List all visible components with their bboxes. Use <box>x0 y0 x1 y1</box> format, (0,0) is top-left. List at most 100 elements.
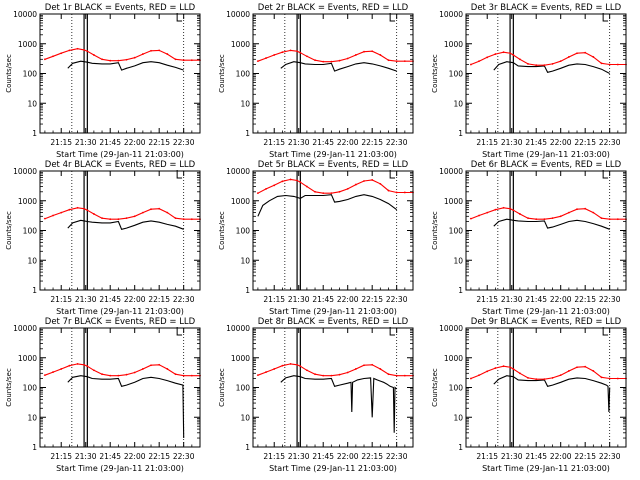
plot-frame <box>39 13 201 134</box>
lld-point <box>592 370 595 372</box>
y-tick-label: 1 <box>458 286 463 295</box>
chart-title: Det 9r BLACK = Events, RED = LLD <box>471 317 622 327</box>
lld-series-line <box>44 207 200 220</box>
lld-point <box>289 178 292 181</box>
lld-point <box>403 374 406 377</box>
lld-point <box>92 369 95 372</box>
events-series-line <box>280 61 397 72</box>
events-series-line <box>280 375 398 433</box>
y-axis-label: Counts/sec <box>431 211 439 250</box>
lld-point <box>494 53 497 55</box>
events-series-line <box>493 61 610 74</box>
lld-point <box>265 57 267 59</box>
y-tick-label: 1000 <box>444 197 463 206</box>
chart-panel-7: Det 7r BLACK = Events, RED = LLD Counts/s… <box>5 317 201 473</box>
x-tick-label: 22:00 <box>124 295 146 304</box>
y-tick-label: 10000 <box>13 324 37 333</box>
lld-point <box>502 51 505 54</box>
plot-frame <box>465 13 627 134</box>
x-tick-label: 22:00 <box>124 138 146 147</box>
y-tick-label: 1000 <box>18 354 37 363</box>
chart-panel-2: Det 2r BLACK = Events, RED = LLD Counts/s… <box>218 3 414 159</box>
lld-point <box>567 370 570 372</box>
lld-point <box>117 218 120 221</box>
lld-point <box>141 368 144 370</box>
x-tick-label: 21:15 <box>263 295 285 304</box>
plot-frame <box>39 327 201 448</box>
chart-title: Det 8r BLACK = Events, RED = LLD <box>258 317 409 327</box>
lld-point <box>559 374 562 377</box>
x-tick-label: 21:45 <box>99 295 121 304</box>
lld-point <box>338 373 341 376</box>
lld-point <box>535 218 538 221</box>
x-tick-label: 22:00 <box>337 452 359 461</box>
x-tick-label: 21:30 <box>75 138 97 147</box>
lld-point <box>190 218 193 221</box>
lld-point <box>469 63 472 66</box>
x-tick-label: 21:15 <box>50 138 72 147</box>
x-tick-label: 22:15 <box>574 138 596 147</box>
x-axis-label: Start Time (29-Jan-11 21:03:00) <box>482 307 610 316</box>
lld-point <box>133 371 136 374</box>
x-tick-label: 22:00 <box>337 138 359 147</box>
x-tick-label: 21:15 <box>50 452 72 461</box>
y-tick-label: 100 <box>23 227 38 236</box>
chart-title: Det 5r BLACK = Events, RED = LLD <box>258 160 409 170</box>
events-series-line <box>67 375 185 439</box>
y-tick-label: 10 <box>453 413 463 422</box>
lld-point <box>608 63 611 66</box>
lld-point <box>338 59 341 62</box>
y-tick-label: 10 <box>240 99 250 108</box>
y-tick-label: 10 <box>27 99 37 108</box>
plot-frame <box>252 327 414 448</box>
x-tick-label: 21:30 <box>501 295 523 304</box>
lld-point <box>608 377 611 380</box>
y-axis-label: Counts/sec <box>5 368 13 407</box>
x-tick-label: 22:30 <box>173 295 195 304</box>
lld-series-line <box>44 363 200 377</box>
lld-point <box>592 211 595 214</box>
x-tick-label: 21:45 <box>312 138 334 147</box>
plot-frame <box>39 170 201 291</box>
plot-frame <box>465 327 627 448</box>
y-tick-label: 100 <box>449 384 464 393</box>
lld-point <box>296 363 298 366</box>
x-tick-label: 22:30 <box>386 138 408 147</box>
lld-point <box>83 207 85 210</box>
lld-point <box>567 211 570 214</box>
y-tick-label: 10000 <box>439 10 463 19</box>
lld-point <box>158 207 161 210</box>
y-tick-label: 100 <box>236 70 251 79</box>
lld-point <box>371 363 374 366</box>
lld-point <box>535 64 538 67</box>
lld-point <box>403 60 406 63</box>
lld-point <box>338 190 341 193</box>
interval-marker <box>389 13 396 22</box>
lld-point <box>76 47 79 50</box>
x-tick-label: 21:45 <box>312 452 334 461</box>
lld-point <box>354 183 357 186</box>
lld-point <box>330 374 333 377</box>
lld-point <box>371 50 374 53</box>
lld-point <box>509 207 511 210</box>
lld-series-line <box>257 178 413 194</box>
lld-point <box>86 365 89 368</box>
lld-point <box>486 370 489 373</box>
lld-point <box>502 365 505 368</box>
y-tick-label: 10000 <box>439 167 463 176</box>
chart-title: Det 2r BLACK = Events, RED = LLD <box>258 3 409 13</box>
y-tick-label: 10 <box>453 99 463 108</box>
lld-point <box>616 218 619 221</box>
lld-point <box>83 49 85 51</box>
x-tick-label: 22:30 <box>599 295 621 304</box>
lld-point <box>395 60 398 63</box>
x-tick-label: 22:15 <box>574 452 596 461</box>
lld-point <box>518 58 521 61</box>
y-tick-label: 1 <box>458 129 463 138</box>
y-tick-label: 1000 <box>231 354 250 363</box>
lld-point <box>363 180 365 182</box>
lld-point <box>281 180 284 183</box>
lld-point <box>543 64 546 67</box>
lld-point <box>600 62 603 65</box>
